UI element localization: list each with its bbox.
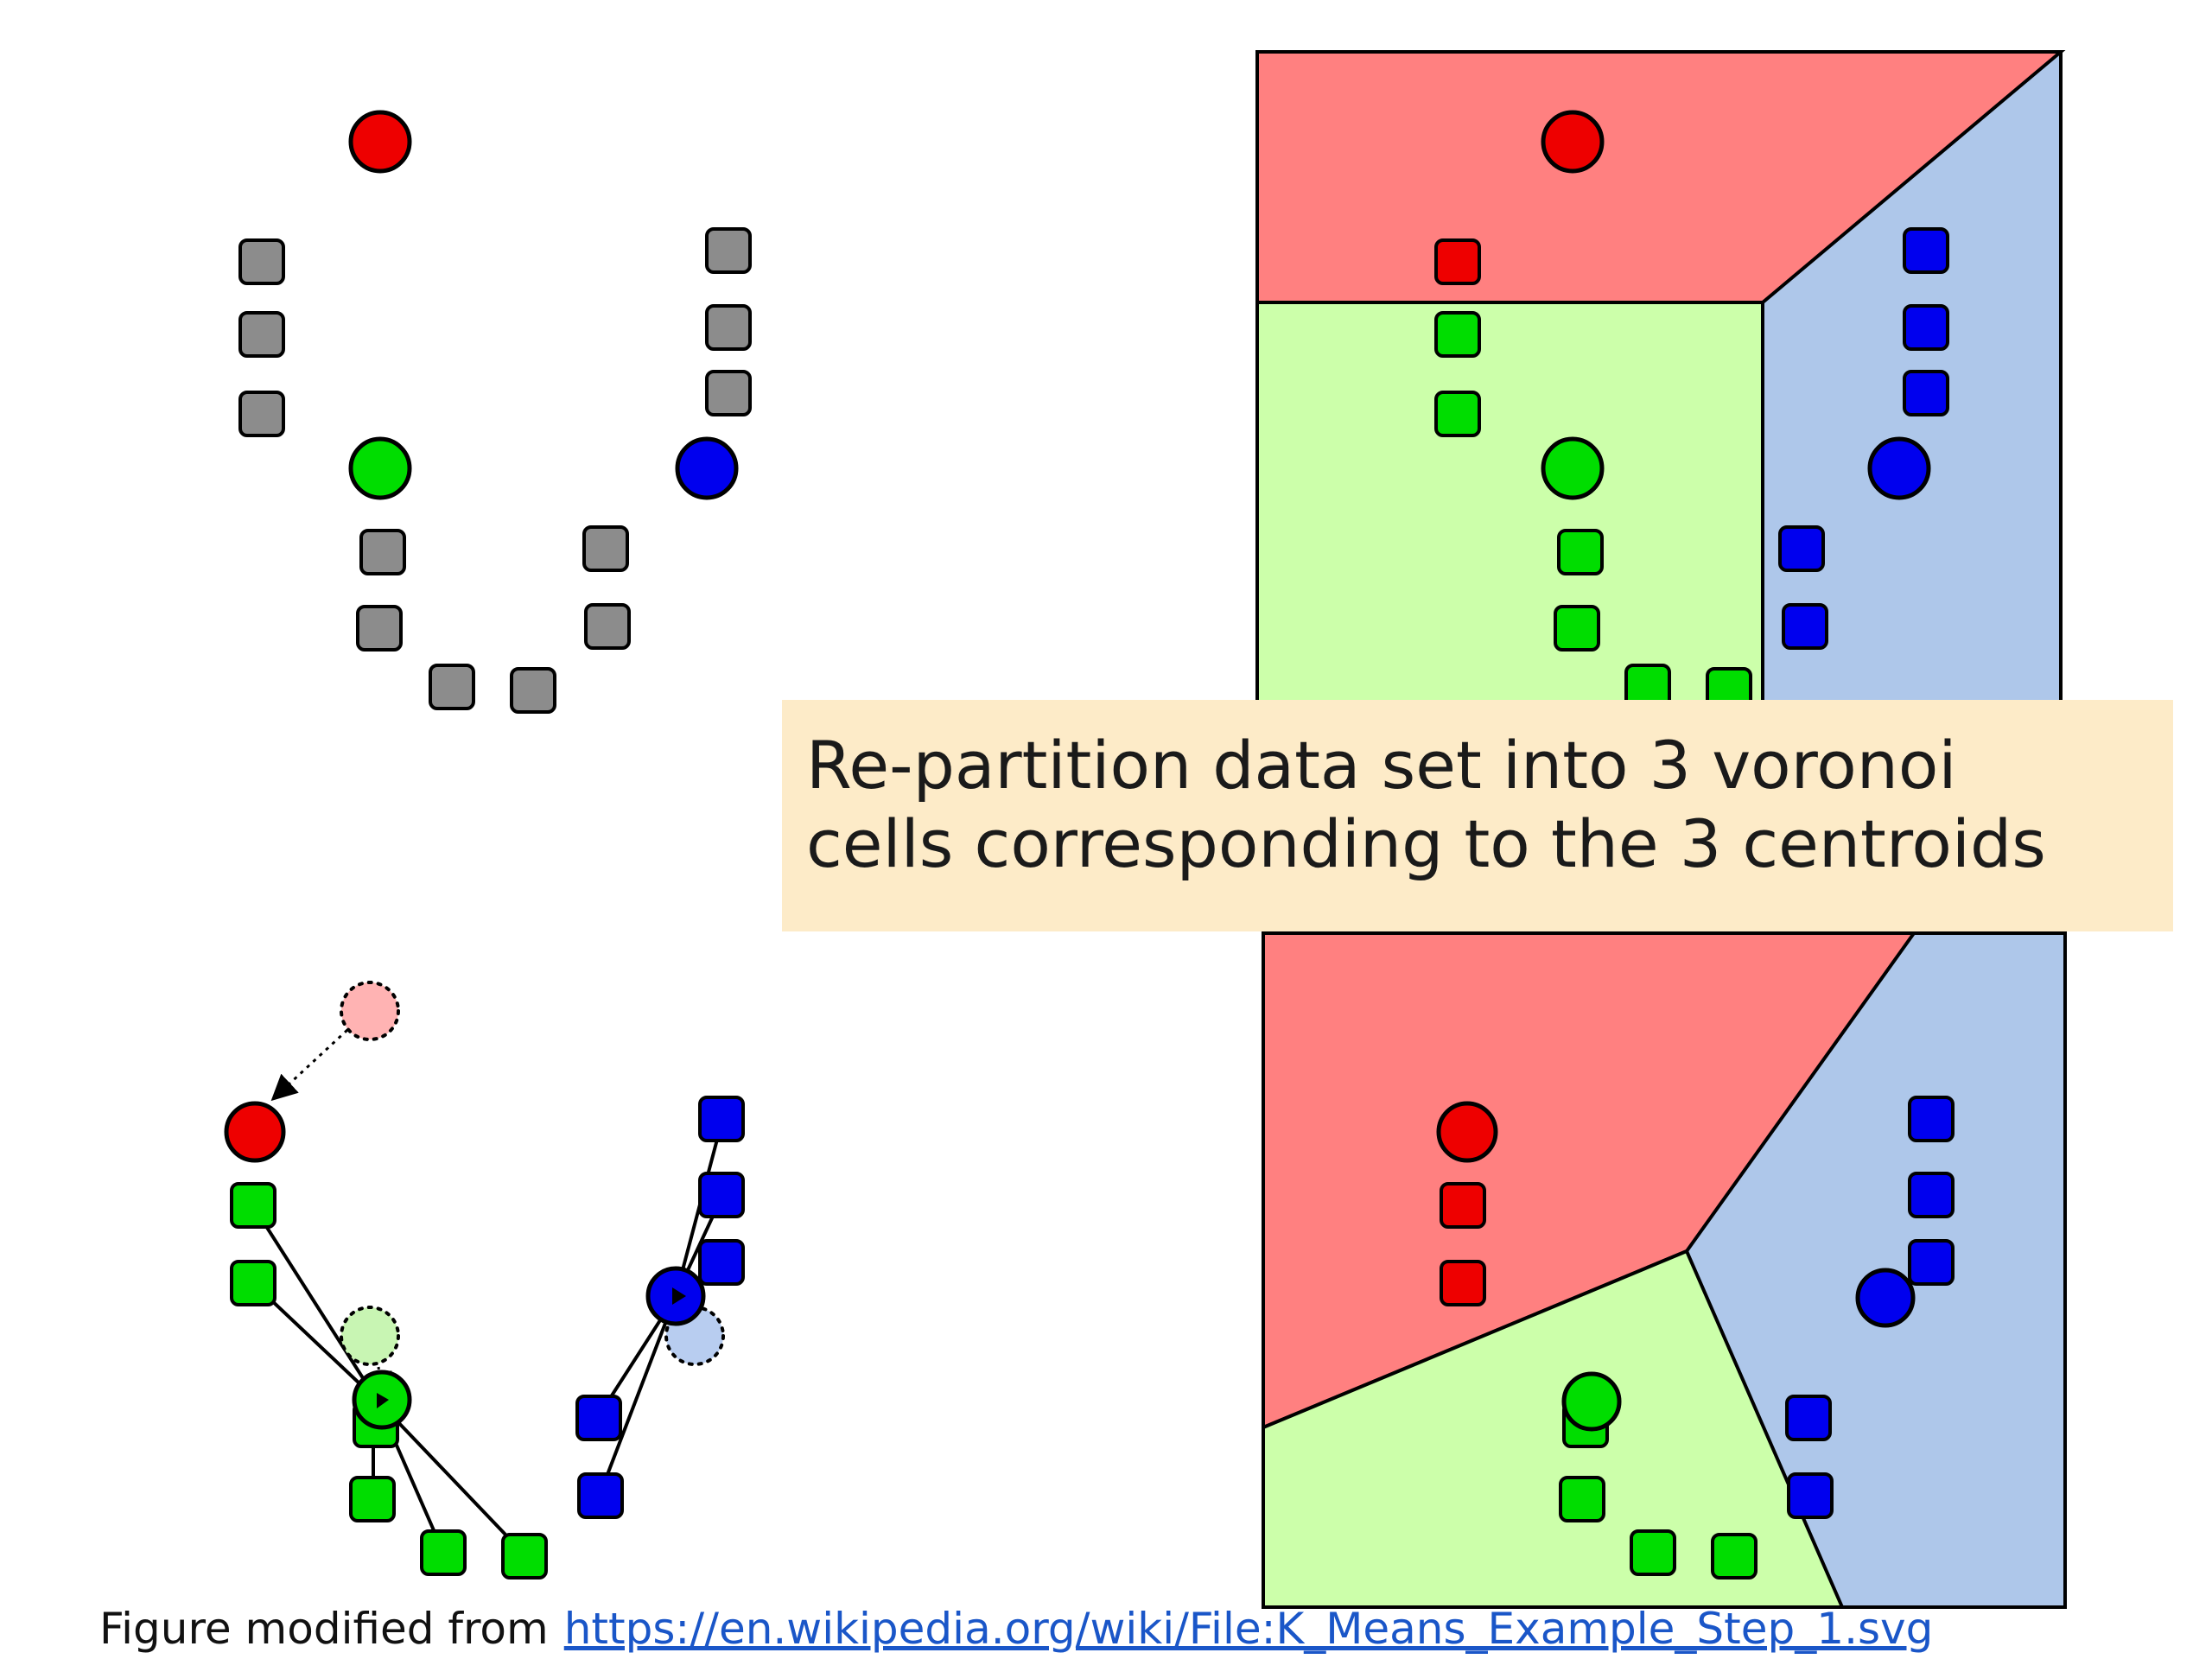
centroid-blue — [1867, 436, 1931, 500]
data-point — [1778, 525, 1825, 572]
data-point — [1903, 304, 1949, 351]
centroid-blue — [675, 436, 739, 500]
data-point — [575, 1395, 622, 1441]
data-point — [230, 1260, 276, 1306]
data-point — [510, 667, 556, 714]
data-point — [238, 238, 285, 285]
data-point — [1785, 1395, 1832, 1441]
data-point — [1908, 1239, 1955, 1286]
data-point — [1440, 1182, 1486, 1229]
data-point — [1434, 311, 1481, 358]
panel-voronoi-step1 — [1255, 50, 2066, 779]
data-point — [1908, 1096, 1955, 1142]
data-point — [1711, 1533, 1758, 1580]
data-point — [238, 391, 285, 437]
data-point — [359, 529, 406, 575]
data-point — [1903, 370, 1949, 416]
data-point — [1440, 1260, 1486, 1306]
data-point — [577, 1472, 624, 1519]
centroid-green — [348, 436, 412, 500]
figure-credit: Figure modified from https://en.wikipedia… — [99, 1604, 1933, 1654]
centroid-red — [348, 110, 412, 174]
panel-voronoi-step2 — [1262, 931, 2067, 1609]
move-arrow — [270, 1028, 349, 1102]
data-point — [238, 311, 285, 358]
panel-centroid-update — [224, 981, 745, 1580]
data-point — [1782, 603, 1828, 650]
data-point — [1630, 1529, 1676, 1576]
caption-line: Re-partition data set into 3 voronoi — [806, 727, 1957, 804]
centroid-green — [1541, 436, 1605, 500]
data-point — [1554, 605, 1600, 652]
centroid-green — [1561, 1371, 1622, 1432]
centroid-red — [224, 1101, 286, 1163]
data-point — [1908, 1172, 1955, 1218]
data-point — [582, 525, 629, 572]
data-point — [1557, 529, 1604, 575]
data-point — [1434, 238, 1481, 285]
play-marker-icon — [672, 1287, 686, 1305]
data-point — [1434, 391, 1481, 437]
play-marker-icon — [377, 1393, 389, 1408]
data-point — [230, 1182, 276, 1229]
caption-box: Re-partition data set into 3 voronoi cel… — [782, 700, 2173, 931]
panel-initial — [238, 110, 752, 714]
voronoi-region-green — [1262, 1249, 1846, 1609]
data-point — [501, 1533, 548, 1580]
source-link[interactable]: https://en.wikipedia.org/wiki/File:K_Mea… — [563, 1604, 1934, 1654]
assignment-lines — [251, 1119, 724, 1555]
centroid-red — [1436, 1101, 1498, 1163]
data-point — [705, 227, 752, 274]
data-point — [584, 603, 631, 650]
data-point — [429, 664, 475, 710]
data-point — [698, 1096, 745, 1142]
caption-line: cells corresponding to the 3 centroids — [806, 805, 2046, 883]
data-point — [356, 605, 403, 652]
data-point — [698, 1172, 745, 1218]
data-point — [420, 1529, 467, 1576]
data-point — [705, 304, 752, 351]
centroid-blue — [1855, 1268, 1916, 1328]
data-point — [1559, 1476, 1605, 1522]
data-point — [1903, 227, 1949, 274]
credit-label: Figure modified from — [99, 1604, 549, 1654]
data-point — [349, 1476, 396, 1522]
old-centroid-green — [340, 1306, 400, 1366]
data-point — [1787, 1472, 1834, 1519]
old-centroid-red — [340, 981, 400, 1041]
centroid-red — [1541, 110, 1605, 174]
data-point — [698, 1239, 745, 1286]
data-point — [705, 370, 752, 416]
